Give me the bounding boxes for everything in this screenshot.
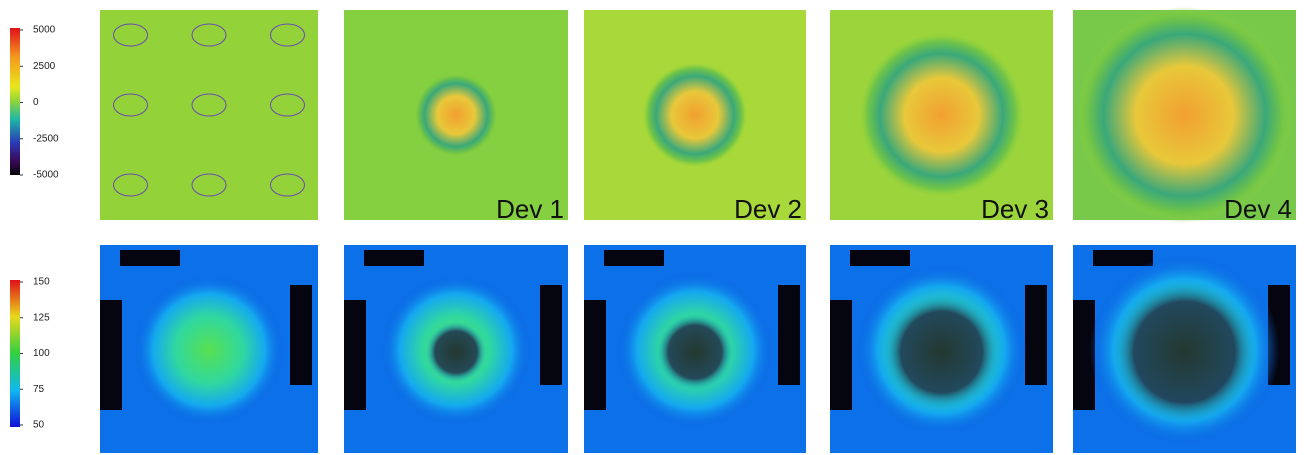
spot	[1077, 7, 1293, 223]
device-label: Dev 4	[1224, 194, 1292, 224]
colorbar-tick-label: 150	[33, 277, 50, 288]
dark-patch	[100, 300, 122, 410]
colorbar-tick-label: 2500	[33, 61, 56, 72]
dark-patch	[290, 285, 312, 385]
colorbar	[10, 280, 20, 427]
dark-patch	[540, 285, 562, 385]
colorbar-tick-label: 75	[33, 384, 45, 395]
spot	[860, 33, 1024, 197]
dark-patch	[778, 285, 800, 385]
core	[657, 314, 733, 390]
spot	[643, 63, 747, 167]
dark-patch	[1093, 250, 1153, 266]
dark-patch	[1025, 285, 1047, 385]
dark-patch	[120, 250, 180, 266]
colorbar-tick-label: 0	[33, 97, 39, 108]
dark-patch	[830, 300, 852, 410]
colorbar-tick-label: 125	[33, 312, 50, 323]
figure: Dev 1 Dev 2 Dev 3 Dev 4 5000 2500 0 -2500 -5000…	[0, 0, 1304, 455]
core	[884, 294, 1000, 410]
colorbar-tick-label: -5000	[33, 170, 59, 181]
dark-patch	[364, 250, 424, 266]
spot	[414, 73, 498, 157]
core	[1113, 280, 1257, 424]
device-label: Dev 1	[496, 194, 564, 224]
core	[426, 322, 486, 382]
panels: Dev 1 Dev 2 Dev 3 Dev 4	[100, 7, 1296, 453]
device-label: Dev 2	[734, 194, 802, 224]
dark-patch	[850, 250, 910, 266]
heatmap-panel	[100, 10, 318, 220]
dark-patch	[344, 300, 366, 410]
dark-patch	[604, 250, 664, 266]
colorbar-tick-label: 50	[33, 420, 45, 431]
device-label: Dev 3	[981, 194, 1049, 224]
colorbar-tick-label: 100	[33, 348, 50, 359]
spot	[134, 275, 284, 425]
colorbar-tick-label: 5000	[33, 25, 56, 36]
dark-patch	[584, 300, 606, 410]
colorbar-tick-label: -2500	[33, 133, 59, 144]
colorbar	[10, 28, 20, 175]
